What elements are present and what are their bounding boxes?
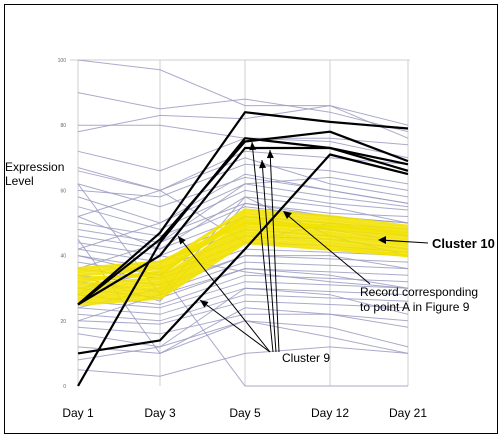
cluster9-line-0: [77, 130, 409, 306]
annotation-record-line1: Record corresponding: [360, 285, 478, 299]
y-tick-60: 60: [60, 188, 66, 194]
y-tick-100: 100: [58, 58, 67, 64]
x-ticks: Day 1 Day 3 Day 5 Day 12 Day 21: [62, 406, 427, 420]
arrowhead-record: [283, 211, 292, 219]
x-tick-3: Day 12: [311, 406, 349, 420]
y-axis-label: Expression Level: [5, 160, 67, 188]
background-line-6: [77, 157, 409, 198]
cluster9-line-1: [77, 111, 409, 306]
x-tick-1: Day 3: [144, 406, 176, 420]
cluster10-line-7: [77, 237, 409, 303]
background-line-29: [77, 287, 409, 348]
background-line-37: [77, 173, 409, 250]
arrow-cluster9-0: [199, 299, 271, 353]
cluster10-line-3: [77, 224, 409, 290]
arrowhead-cluster10: [378, 236, 386, 244]
cluster9-series: [77, 111, 409, 387]
cluster10-line-6: [77, 234, 409, 300]
arrowhead-cluster9-1: [178, 236, 186, 245]
background-line-8: [77, 163, 409, 198]
cluster9-line-4: [77, 153, 409, 355]
arrowhead-cluster9-2: [249, 142, 257, 151]
background-line-28: [77, 313, 409, 335]
y-tick-80: 80: [60, 123, 66, 129]
arrow-cluster9-2: [251, 141, 274, 353]
cluster10-line-8: [77, 211, 409, 280]
annotation-cluster9: Cluster 9: [282, 351, 330, 365]
background-line-38: [77, 176, 409, 270]
y-ticks: 0 20 40 60 80 100: [58, 58, 67, 390]
arrow-cluster10: [379, 239, 429, 244]
y-tick-0: 0: [63, 384, 66, 390]
x-tick-4: Day 21: [389, 406, 427, 420]
cluster9-line-3: [77, 137, 409, 387]
background-line-24: [77, 281, 409, 309]
background-line-27: [77, 300, 409, 325]
cluster10-line-10: [77, 240, 409, 307]
x-tick-2: Day 5: [229, 406, 261, 420]
arrow-cluster9-3: [261, 159, 277, 353]
y-tick-20: 20: [60, 319, 66, 325]
arrowhead-cluster9-3: [259, 160, 267, 169]
arrow-cluster9-1: [177, 235, 271, 353]
background-line-3: [77, 105, 409, 139]
background-line-26: [77, 294, 409, 322]
x-tick-0: Day 1: [62, 406, 94, 420]
cluster10-line-9: [77, 208, 409, 274]
background-line-41: [77, 268, 409, 322]
cluster9-line-2: [77, 146, 409, 306]
cluster10-series: [77, 208, 409, 307]
cluster10-line-11: [77, 221, 409, 271]
arrowhead-cluster9-0: [200, 300, 209, 308]
annotation-cluster10: Cluster 10: [432, 236, 495, 251]
background-line-33: [77, 346, 409, 377]
background-line-0: [77, 59, 409, 126]
background-line-10: [77, 189, 409, 231]
y-axis-label-text: Expression Level: [5, 160, 65, 188]
cluster10-line-4: [77, 227, 409, 294]
arrow-record: [285, 213, 371, 285]
arrowhead-cluster9-4: [266, 150, 274, 159]
annotation-record-line2: to point A in Figure 9: [360, 300, 470, 314]
y-tick-40: 40: [60, 254, 66, 260]
background-line-1: [77, 92, 409, 133]
arrow-cluster9-4: [269, 149, 280, 353]
